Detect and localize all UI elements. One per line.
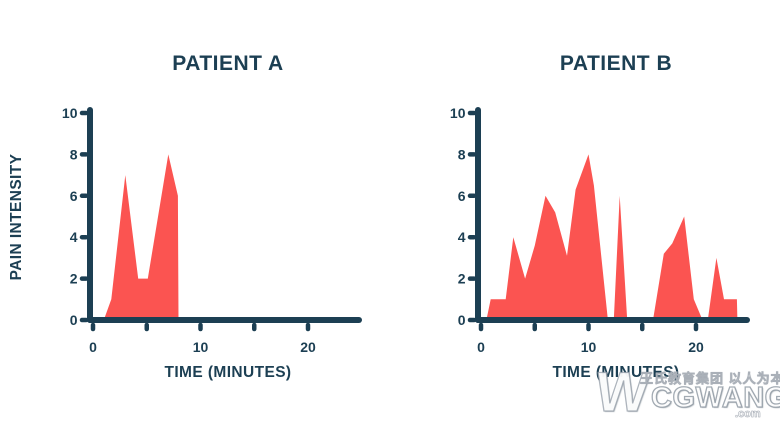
chart-b-title: PATIENT B bbox=[559, 52, 673, 75]
y-tick-label: 10 bbox=[62, 105, 78, 121]
y-tick-label: 4 bbox=[70, 229, 78, 245]
y-tick-label: 2 bbox=[458, 271, 466, 287]
pain-area-series bbox=[103, 154, 179, 320]
pain-area-series bbox=[486, 154, 738, 320]
y-tick-label: 10 bbox=[450, 105, 466, 121]
y-axis-label: PAIN INTENSITY bbox=[8, 153, 25, 281]
y-tick-label: 0 bbox=[70, 312, 78, 328]
y-tick-label: 4 bbox=[458, 229, 466, 245]
x-tick-label: 0 bbox=[89, 339, 97, 355]
x-tick-label: 20 bbox=[300, 339, 316, 355]
x-tick-label: 10 bbox=[581, 339, 597, 355]
y-tick-label: 6 bbox=[70, 188, 78, 204]
chart-b-plot-area: 0 2 4 6 8 10 0 10 20 bbox=[450, 105, 750, 355]
y-tick-label: 8 bbox=[70, 146, 78, 162]
x-tick-label: 0 bbox=[477, 339, 485, 355]
chart-a-title: PATIENT A bbox=[172, 52, 284, 75]
chart-a-plot-area: 0 2 4 6 8 10 0 10 20 bbox=[62, 105, 362, 355]
chart-patient-b: PATIENT B 0 2 4 6 8 10 0 10 20 TIME (MINUTES) bbox=[450, 40, 760, 400]
y-tick-label: 0 bbox=[458, 312, 466, 328]
watermark-domain-text: .com bbox=[735, 408, 761, 421]
x-tick-label: 20 bbox=[688, 339, 704, 355]
y-tick-label: 8 bbox=[458, 146, 466, 162]
x-tick-label: 10 bbox=[193, 339, 209, 355]
y-tick-label: 2 bbox=[70, 271, 78, 287]
chart-a-x-axis-label: TIME (MINUTES) bbox=[164, 364, 292, 381]
y-tick-label: 6 bbox=[458, 188, 466, 204]
chart-b-x-axis-label: TIME (MINUTES) bbox=[552, 364, 680, 381]
chart-patient-a: PATIENT A 0 2 4 6 8 10 0 10 20 TIME (MINUTES) bbox=[62, 40, 372, 400]
